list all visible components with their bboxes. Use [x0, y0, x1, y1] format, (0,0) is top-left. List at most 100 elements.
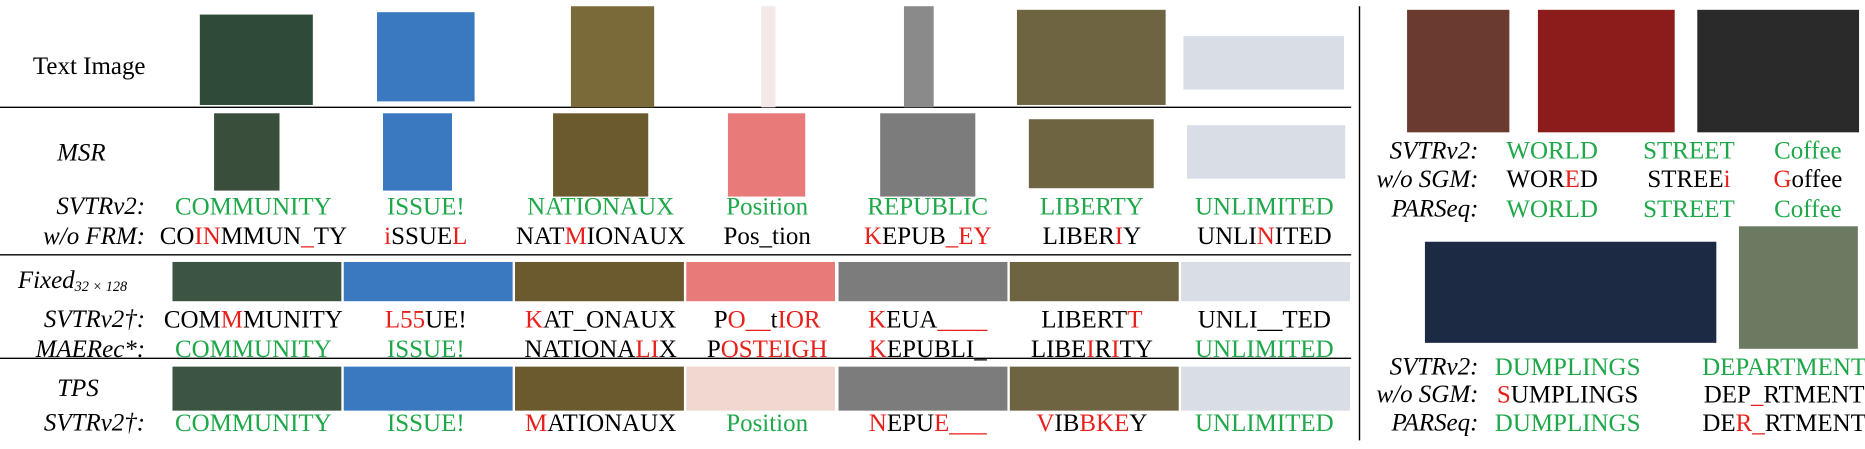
prediction-segment: UMPLINGS: [1511, 381, 1639, 408]
prediction-segment: ATIONAUX: [547, 410, 676, 437]
prediction-segment: Y: [1123, 223, 1141, 250]
row-label: SVTRv2:: [1390, 354, 1479, 381]
prediction-segment: i: [384, 223, 391, 250]
prediction: KEPUB_EY: [864, 223, 992, 250]
prediction-segment: UNLI: [1197, 223, 1257, 250]
prediction: KEPUBLI_: [869, 336, 987, 363]
prediction-segment: TY: [314, 223, 347, 250]
prediction-segment: OSTEIGH: [721, 336, 828, 363]
row-label: PARSeq:: [1391, 410, 1479, 437]
prediction: WORED: [1506, 166, 1598, 193]
prediction: Coffee: [1774, 137, 1841, 164]
prediction: Position: [726, 410, 808, 437]
image-placeholder: [515, 261, 684, 302]
prediction: NATMIONAUX: [516, 223, 685, 250]
prediction-segment: NATIONA: [524, 336, 635, 363]
image-placeholder: [1424, 241, 1717, 343]
prediction-segment: offee: [1792, 166, 1843, 193]
prediction-segment: X: [659, 336, 677, 363]
prediction-segment: ISSUE!: [387, 193, 465, 220]
prediction: Coffee: [1774, 196, 1841, 223]
prediction: COMMUNITY: [175, 410, 332, 437]
prediction: Pos_tion: [723, 223, 811, 250]
prediction-segment: _: [1750, 381, 1764, 408]
section-label: MSR: [56, 140, 106, 167]
prediction-segment: N: [869, 410, 887, 437]
prediction-segment: WORLD: [1506, 137, 1598, 164]
prediction: LIBEIRITY: [1031, 336, 1153, 363]
prediction-segment: EPUB: [882, 223, 946, 250]
prediction-segment: CO: [160, 223, 195, 250]
row-label: SVTRv2†:: [44, 306, 145, 333]
prediction: WORLD: [1506, 196, 1598, 223]
prediction-segment: NATIONAUX: [527, 193, 674, 220]
prediction: NEPUE___: [869, 410, 987, 437]
prediction-segment: T: [1127, 306, 1142, 333]
prediction-segment: O__: [728, 306, 772, 333]
prediction-segment: I: [1115, 223, 1123, 250]
prediction-segment: DUMPLINGS: [1495, 410, 1641, 437]
prediction-segment: LIBERT: [1041, 306, 1127, 333]
prediction: REPUBLIC: [867, 193, 988, 220]
prediction: NATIONALIX: [524, 336, 677, 363]
prediction-segment: ITED: [1275, 223, 1332, 250]
prediction: DEPARTMENT: [1702, 354, 1865, 381]
prediction-segment: REPUBLIC: [867, 193, 988, 220]
prediction-segment: N: [1257, 223, 1275, 250]
prediction-segment: ISSUE!: [387, 336, 465, 363]
prediction-segment: UE!: [425, 306, 467, 333]
image-placeholder: [1181, 366, 1350, 411]
prediction-segment: IOR: [778, 306, 821, 333]
prediction: PO__tIOR: [714, 306, 821, 333]
prediction-segment: LIBER: [1043, 223, 1115, 250]
prediction-segment: S: [1497, 381, 1511, 408]
prediction-segment: MUNITY: [243, 306, 343, 333]
image-placeholder: [1187, 125, 1346, 179]
prediction-segment: K: [864, 223, 882, 250]
prediction-segment: L55: [385, 306, 425, 333]
prediction: UNLI__TED: [1198, 306, 1331, 333]
image-placeholder: [1183, 35, 1345, 90]
prediction-segment: Coffee: [1774, 137, 1841, 164]
image-placeholder: [1009, 261, 1179, 302]
prediction: SUMPLINGS: [1497, 381, 1639, 408]
section-label-main: Fixed: [17, 267, 75, 294]
prediction: Position: [726, 193, 808, 220]
prediction-segment: K: [868, 306, 886, 333]
image-placeholder: [727, 113, 806, 197]
prediction-segment: LIBE: [1031, 336, 1086, 363]
image-placeholder: [838, 261, 1008, 302]
row-label: SVTRv2:: [56, 193, 145, 220]
prediction-segment: AT_ONAUX: [543, 306, 676, 333]
image-placeholder: [1016, 9, 1166, 105]
prediction-segment: STREE: [1647, 166, 1723, 193]
image-placeholder: [515, 366, 684, 411]
row-label: w/o SGM:: [1376, 381, 1478, 408]
prediction-segment: ISSUE!: [387, 410, 465, 437]
prediction-segment: BKE: [1079, 410, 1129, 437]
prediction-segment: IN: [194, 223, 220, 250]
prediction-segment: UNLIMITED: [1195, 193, 1334, 220]
prediction-segment: Y: [1129, 410, 1147, 437]
prediction-segment: E___: [934, 410, 987, 437]
image-placeholder: [1181, 261, 1350, 302]
prediction-segment: COMMUNITY: [175, 193, 332, 220]
prediction-segment: M: [221, 306, 243, 333]
prediction: ISSUE!: [387, 336, 465, 363]
prediction-segment: Coffee: [1774, 196, 1841, 223]
prediction: COMMUNITY: [175, 193, 332, 220]
prediction-segment: I: [1086, 336, 1094, 363]
prediction: ISSUE!: [387, 193, 465, 220]
prediction: UNLIMITED: [1195, 410, 1334, 437]
prediction-segment: SSUE: [391, 223, 452, 250]
prediction-segment: _EY: [945, 223, 992, 250]
prediction: DER_RTMENT: [1702, 410, 1865, 437]
prediction-segment: UNLIMITED: [1195, 410, 1334, 437]
prediction-segment: V: [1036, 410, 1054, 437]
prediction-segment: STREET: [1643, 137, 1735, 164]
image-placeholder: [838, 366, 1008, 411]
image-placeholder: [199, 14, 313, 105]
prediction-segment: IONAUX: [587, 223, 685, 250]
image-placeholder: [761, 6, 776, 108]
